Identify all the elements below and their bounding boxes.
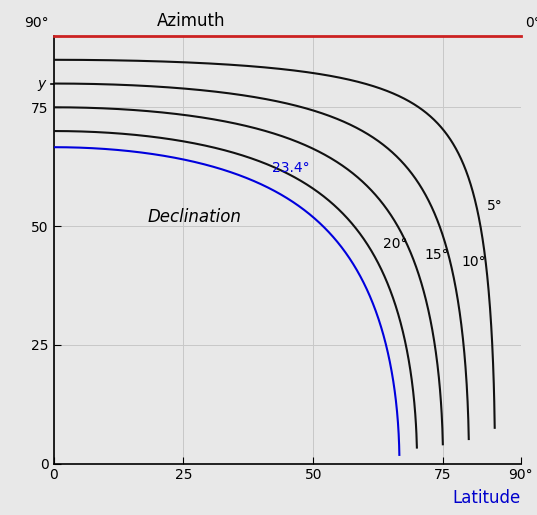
Text: 23.4°: 23.4° (272, 161, 309, 175)
Text: 0°: 0° (526, 15, 537, 30)
Text: y: y (37, 77, 45, 91)
Text: Latitude: Latitude (453, 489, 521, 507)
Text: Azimuth: Azimuth (156, 12, 225, 30)
Text: 15°: 15° (425, 249, 449, 263)
Text: 90°: 90° (24, 15, 49, 30)
Text: 20°: 20° (383, 237, 408, 251)
Text: 10°: 10° (461, 255, 486, 269)
Text: Declination: Declination (147, 208, 241, 226)
Text: 5°: 5° (487, 199, 503, 213)
